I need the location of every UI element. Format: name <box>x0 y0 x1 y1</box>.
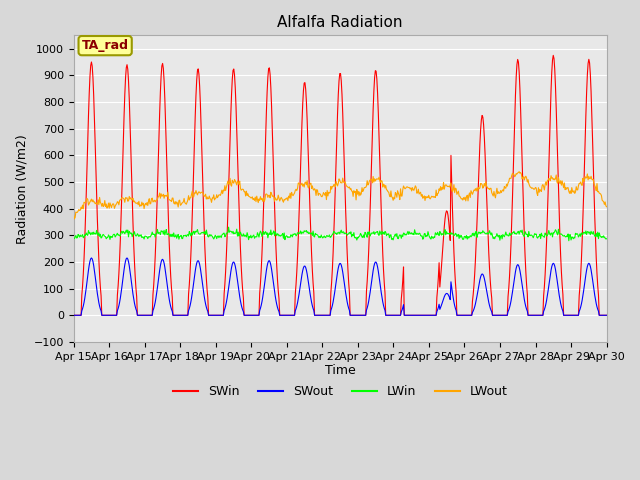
Title: Alfalfa Radiation: Alfalfa Radiation <box>277 15 403 30</box>
Y-axis label: Radiation (W/m2): Radiation (W/m2) <box>15 134 28 243</box>
X-axis label: Time: Time <box>324 364 355 377</box>
Legend: SWin, SWout, LWin, LWout: SWin, SWout, LWin, LWout <box>168 380 513 403</box>
Text: TA_rad: TA_rad <box>82 39 129 52</box>
